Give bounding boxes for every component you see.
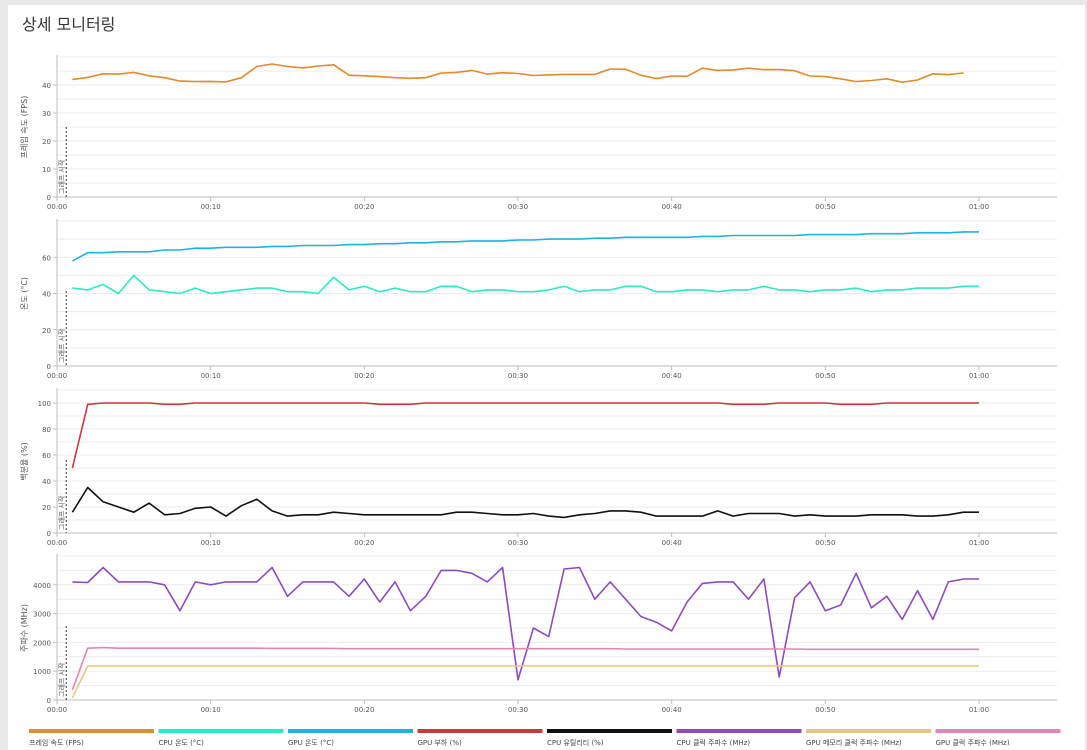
y-tick-label: 0	[47, 194, 51, 202]
graph-start-label: 그래프 시작	[57, 495, 66, 530]
x-tick-label: 00:50	[815, 706, 835, 714]
x-tick-label: 01:00	[969, 706, 989, 714]
x-tick-label: 00:50	[815, 203, 835, 211]
x-tick-label: 00:20	[354, 706, 374, 714]
y-tick-label: 40	[42, 291, 51, 299]
y-tick-label: 20	[42, 138, 51, 146]
x-tick-label: 01:00	[969, 539, 989, 547]
x-tick-label: 00:40	[662, 706, 682, 714]
y-axis-label: 주파수 (MHz)	[20, 604, 29, 652]
chart-3: 0 20 40 60 80 100 00:00 00:10 00:20 00:30 00:40 00:…	[19, 388, 1057, 547]
series-line	[71, 646, 979, 691]
x-tick-label: 00:10	[201, 706, 221, 714]
y-axis-label: 프레임 속도 (FPS)	[20, 96, 29, 159]
y-tick-label: 20	[42, 504, 51, 512]
x-tick-label: 00:30	[508, 539, 528, 547]
y-tick-label: 100	[38, 400, 51, 408]
page-title: 상세 모니터링	[22, 15, 116, 34]
x-tick-label: 00:00	[47, 372, 67, 380]
x-tick-label: 00:40	[662, 203, 682, 211]
monitor-panel: 상세 모니터링	[8, 5, 1085, 750]
legend-label: CPU 온도 (°C)	[159, 739, 205, 747]
x-tick-label: 00:20	[354, 539, 374, 547]
legend-swatch	[29, 729, 154, 733]
chart-1: 0 10 20 30 40 00:00 00:10 00:20 00:30 00:40 00:50 0…	[20, 55, 1057, 211]
y-tick-label: 0	[47, 363, 51, 371]
legend-swatch	[935, 729, 1061, 733]
legend-label: CPU 유틸리티 (%)	[547, 738, 604, 747]
graph-start-label: 그래프 시작	[57, 159, 66, 194]
series-line	[72, 63, 964, 83]
x-tick-label: 00:50	[815, 372, 835, 380]
x-tick-label: 01:00	[969, 372, 989, 380]
y-tick-label: 40	[42, 478, 51, 486]
x-tick-label: 00:40	[662, 539, 682, 547]
y-tick-label: 2000	[33, 639, 51, 647]
y-tick-label: 3000	[33, 611, 51, 619]
x-tick-label: 00:00	[47, 539, 67, 547]
legend: 프레임 속도 (FPS) CPU 온도 (°C) GPU 온도 (°C) GPU 부하…	[29, 729, 1061, 747]
legend-label: CPU 클럭 주파수 (MHz)	[677, 738, 751, 747]
series-line	[72, 274, 979, 295]
x-tick-label: 00:10	[201, 372, 221, 380]
series-line	[71, 486, 979, 519]
legend-swatch	[417, 729, 543, 733]
legend-label: GPU 클럭 주파수 (MHz)	[936, 738, 1010, 747]
x-tick-label: 00:00	[47, 706, 67, 714]
series-line	[72, 231, 979, 262]
y-tick-label: 4000	[33, 582, 51, 590]
legend-swatch	[158, 729, 284, 733]
legend-label: GPU 메모리 클럭 주파수 (MHz)	[806, 738, 902, 747]
x-tick-label: 00:40	[662, 372, 682, 380]
x-tick-label: 00:20	[354, 372, 374, 380]
y-tick-label: 60	[42, 452, 51, 460]
y-tick-label: 20	[42, 327, 51, 335]
series-line	[71, 665, 979, 699]
y-tick-label: 30	[42, 110, 51, 118]
y-tick-label: 40	[42, 82, 51, 90]
legend-label: GPU 온도 (°C)	[288, 739, 334, 747]
chart-4: 0 1000 2000 3000 4000 00:00 00:10 00:20 00:30 00:…	[20, 554, 1057, 714]
y-axis-label: 백분율 (%)	[19, 442, 29, 480]
x-tick-label: 00:10	[201, 203, 221, 211]
legend-swatch	[806, 729, 931, 733]
legend-swatch	[288, 729, 413, 733]
graph-start-label: 그래프 시작	[57, 328, 66, 363]
graph-start-label: 그래프 시작	[57, 662, 66, 697]
y-axis-label: 온도 (°C)	[20, 277, 29, 310]
legend-swatch	[676, 729, 802, 733]
y-tick-label: 0	[47, 697, 51, 705]
y-tick-label: 80	[42, 426, 51, 434]
y-tick-label: 60	[42, 254, 51, 262]
x-tick-label: 00:50	[815, 539, 835, 547]
x-tick-label: 01:00	[969, 203, 989, 211]
legend-swatch	[547, 729, 672, 733]
x-tick-label: 00:00	[47, 203, 67, 211]
x-tick-label: 00:30	[508, 203, 528, 211]
y-tick-label: 10	[42, 166, 51, 174]
y-tick-label: 0	[47, 530, 51, 538]
chart-2: 0 20 40 60 00:00 00:10 00:20 00:30 00:40 00:50 01:…	[20, 219, 1057, 380]
legend-label: GPU 부하 (%)	[418, 738, 462, 747]
series-line	[72, 566, 979, 681]
x-tick-label: 00:20	[354, 203, 374, 211]
x-tick-label: 00:30	[508, 372, 528, 380]
y-tick-label: 1000	[33, 668, 51, 676]
x-tick-label: 00:30	[508, 706, 528, 714]
series-line	[71, 402, 979, 469]
x-tick-label: 00:10	[201, 539, 221, 547]
legend-label: 프레임 속도 (FPS)	[29, 738, 84, 747]
